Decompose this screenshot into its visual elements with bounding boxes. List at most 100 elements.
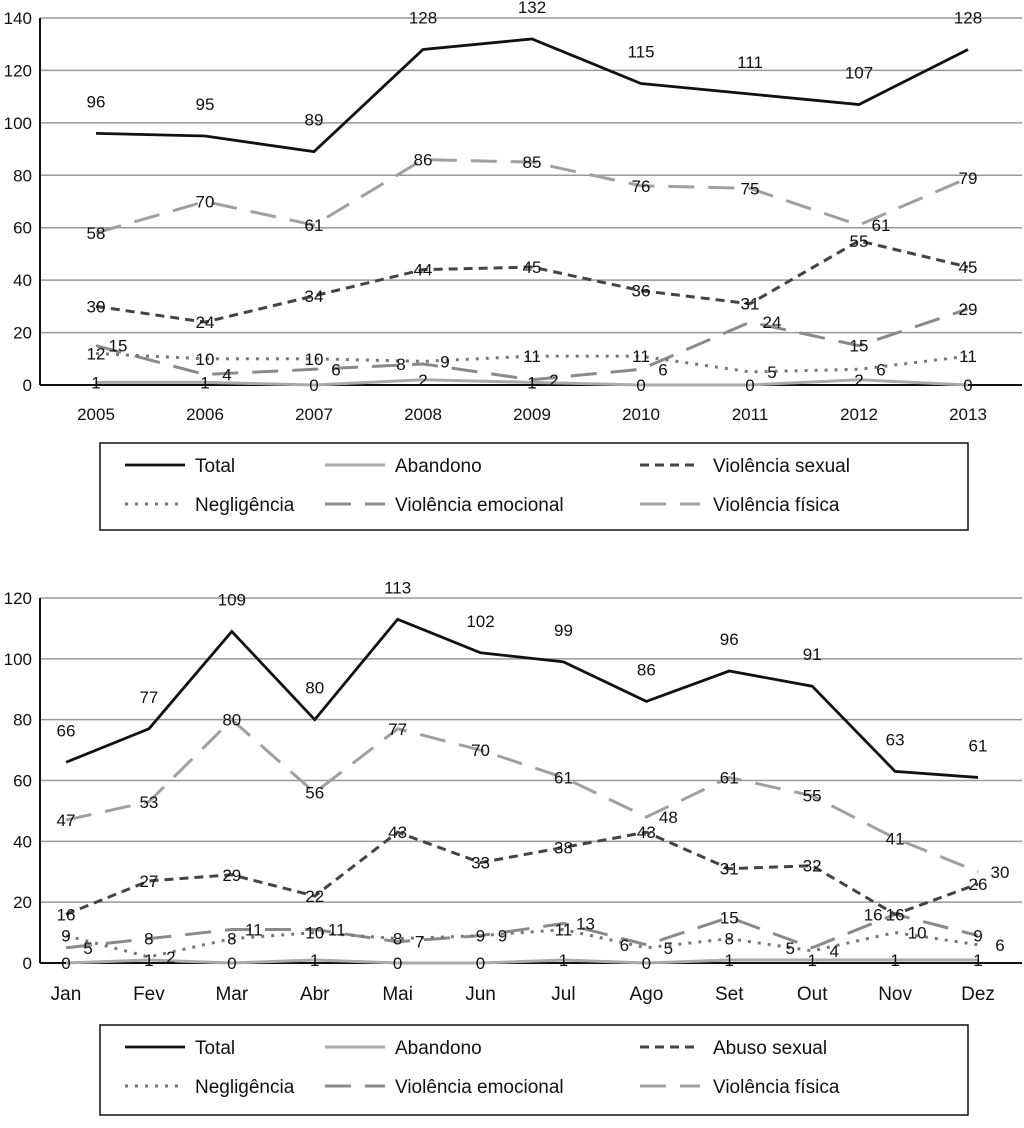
x-tick-label: Set <box>715 984 744 1005</box>
x-tick-label: Abr <box>300 984 330 1005</box>
data-label: 5 <box>767 363 776 382</box>
legend-item: Violência sexual <box>640 456 850 477</box>
x-tick-label: 2012 <box>840 405 878 424</box>
x-tick-label: Ago <box>629 984 663 1005</box>
data-label: 10 <box>305 924 324 943</box>
x-tick-label: 2008 <box>404 405 442 424</box>
data-label: 13 <box>576 914 595 933</box>
legend-label: Abandono <box>395 1038 482 1059</box>
data-label: 96 <box>720 630 739 649</box>
data-label: 22 <box>305 887 324 906</box>
data-label: 11 <box>632 347 650 366</box>
y-tick-label: 20 <box>13 324 32 343</box>
y-tick-label: 100 <box>4 114 32 133</box>
data-label: 24 <box>763 313 782 332</box>
series-line-negligência <box>65 928 979 959</box>
data-label: 86 <box>637 660 656 679</box>
y-tick-label: 100 <box>4 650 32 669</box>
data-label: 34 <box>305 287 324 306</box>
legend-item: Abuso sexual <box>640 1038 827 1059</box>
legend-box <box>99 442 969 531</box>
legend-label: Violência sexual <box>713 456 850 477</box>
x-tick-label: Dez <box>961 984 995 1005</box>
data-label: 102 <box>466 612 494 631</box>
series-line-violência-física <box>65 717 979 874</box>
data-label: 24 <box>196 313 215 332</box>
data-label: 79 <box>959 169 978 188</box>
data-label: 107 <box>845 64 873 83</box>
series-line-abandono <box>96 378 969 387</box>
data-label: 61 <box>969 736 988 755</box>
data-label: 10 <box>196 350 215 369</box>
legend-item: Violência física <box>640 495 840 516</box>
series-line-abuso-sexual <box>65 830 979 916</box>
x-tick-label: Mai <box>382 984 413 1005</box>
y-tick-label: 120 <box>4 61 32 80</box>
series-line-abandono <box>65 958 978 965</box>
y-tick-label: 60 <box>13 219 32 238</box>
data-label: 26 <box>969 875 988 894</box>
data-label: 1 <box>91 373 100 392</box>
data-label: 85 <box>523 153 542 172</box>
data-label: 29 <box>222 866 241 885</box>
data-label: 32 <box>803 857 822 876</box>
data-label: 4 <box>222 366 231 385</box>
legend-label: Abuso sexual <box>713 1038 827 1059</box>
legend-label: Negligência <box>195 1077 295 1098</box>
data-label: 11 <box>328 921 346 940</box>
data-label: 76 <box>632 177 651 196</box>
data-label: 70 <box>471 741 490 760</box>
legend-item: Abandono <box>325 456 482 477</box>
data-label: 0 <box>309 376 318 395</box>
data-label: 44 <box>414 261 433 280</box>
legend: Total Abandono Violência sexual Negligência… <box>99 442 969 531</box>
data-label: 15 <box>720 908 739 927</box>
y-tick-label: 40 <box>13 832 32 851</box>
data-label: 16 <box>886 905 905 924</box>
series-line-total <box>95 37 969 154</box>
legend-label: Violência física <box>713 1077 840 1098</box>
data-label: 9 <box>498 927 507 946</box>
data-label: 41 <box>886 829 905 848</box>
data-label: 75 <box>741 179 760 198</box>
data-label: 45 <box>959 258 978 277</box>
data-label: 33 <box>471 854 490 873</box>
data-label: 29 <box>959 300 978 319</box>
legend-label: Violência emocional <box>395 1077 564 1098</box>
data-label: 99 <box>554 621 573 640</box>
legend-item: Total <box>125 1038 235 1059</box>
data-label: 113 <box>384 578 411 597</box>
data-label: 1 <box>807 951 816 970</box>
data-label: 16 <box>57 905 76 924</box>
data-label: 80 <box>305 679 324 698</box>
data-label: 43 <box>388 823 407 842</box>
data-label: 91 <box>803 645 822 664</box>
data-label: 128 <box>954 8 982 27</box>
data-label: 38 <box>554 838 573 857</box>
data-label: 61 <box>554 768 573 787</box>
y-tick-label: 80 <box>13 166 32 185</box>
legend-item: Abandono <box>325 1038 482 1059</box>
y-tick-label: 120 <box>4 589 32 608</box>
data-label: 86 <box>414 151 433 170</box>
data-label: 30 <box>991 863 1010 882</box>
data-label: 55 <box>803 787 822 806</box>
series-line-violência-emocional <box>65 912 979 950</box>
data-label: 111 <box>737 53 763 72</box>
data-label: 6 <box>876 360 885 379</box>
legend-box <box>99 1024 969 1116</box>
legend-label: Abandono <box>395 456 482 477</box>
x-tick-label: 2005 <box>77 405 115 424</box>
y-tick-label: 80 <box>13 711 32 730</box>
y-tick-label: 40 <box>13 271 32 290</box>
data-label: 95 <box>196 95 215 114</box>
y-tick-label: 140 <box>4 9 32 28</box>
data-label: 2 <box>549 371 558 390</box>
x-tick-label: Jan <box>51 984 82 1005</box>
data-label: 15 <box>109 337 128 356</box>
data-label: 27 <box>139 872 158 891</box>
data-label: 0 <box>476 954 485 973</box>
data-label: 2 <box>854 371 863 390</box>
legend-label: Total <box>195 456 235 477</box>
